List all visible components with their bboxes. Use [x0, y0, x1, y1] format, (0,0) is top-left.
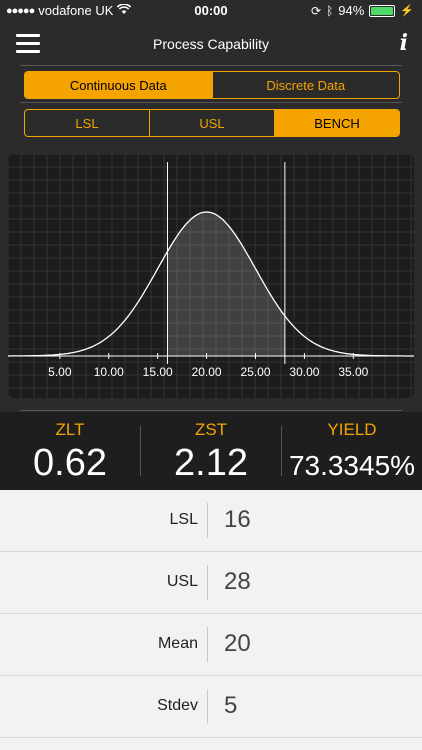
usl-input[interactable]: 28 — [224, 568, 251, 595]
battery-percent: 94% — [338, 3, 365, 18]
status-bar: ●●●●● vodafone UK 00:00 ⟳ ᛒ 94% ⚡ — [0, 0, 422, 22]
status-left: ●●●●● vodafone UK — [6, 3, 132, 18]
zst-label: ZST — [194, 420, 228, 439]
input-form: LSL 16 USL 28 Mean 20 Stdev 5 — [0, 490, 422, 750]
zst-value: 2.12 — [174, 442, 248, 484]
zlt-label: ZLT — [55, 420, 85, 439]
x-tick-label: 5.00 — [48, 365, 72, 379]
lsl-row: LSL 16 — [0, 490, 422, 552]
tab-continuous-data[interactable]: Continuous Data — [25, 72, 213, 98]
field-separator — [207, 565, 208, 600]
chart-divider — [20, 410, 402, 411]
zst-stat: ZST 2.12 — [141, 420, 281, 485]
stat-separator — [281, 426, 282, 476]
lsl-field-label: LSL — [169, 511, 198, 528]
tab-bench[interactable]: BENCH — [275, 110, 399, 136]
data-type-segmented-control: Continuous Data Discrete Data — [24, 71, 400, 99]
tab-lsl[interactable]: LSL — [25, 110, 150, 136]
tab-discrete-data[interactable]: Discrete Data — [266, 77, 346, 93]
tab-usl[interactable]: USL — [150, 110, 275, 136]
section-divider — [20, 102, 402, 103]
yield-label: YIELD — [327, 420, 377, 439]
x-tick-label: 10.00 — [94, 365, 124, 379]
x-tick-label: 30.00 — [289, 365, 319, 379]
nav-divider — [20, 65, 402, 66]
yield-area — [167, 212, 285, 356]
field-separator — [207, 627, 208, 662]
page-title: Process Capability — [153, 36, 269, 52]
charging-icon: ⚡ — [400, 5, 414, 17]
battery-icon — [369, 4, 396, 17]
x-tick-label: 20.00 — [192, 365, 222, 379]
wifi-icon — [117, 3, 132, 18]
clock: 00:00 — [194, 3, 228, 18]
distribution-curve — [8, 211, 414, 357]
field-separator — [207, 689, 208, 724]
mean-field-label: Mean — [157, 635, 198, 652]
yield-stat: YIELD 73.3345% — [282, 420, 422, 482]
info-icon[interactable]: i — [399, 30, 408, 56]
stdev-row: Stdev 5 — [0, 676, 422, 738]
nav-bar: Process Capability i — [0, 22, 422, 66]
usl-row: USL 28 — [0, 552, 422, 614]
rotation-lock-icon: ⟳ — [311, 3, 322, 18]
status-right: ⟳ ᛒ 94% ⚡ — [311, 3, 414, 18]
limit-segmented-control: LSL USL BENCH — [24, 109, 400, 137]
x-tick-label: 35.00 — [338, 365, 368, 379]
stat-separator — [140, 426, 141, 476]
signal-icon: ●●●●● — [6, 4, 35, 17]
lsl-input[interactable]: 16 — [224, 506, 251, 533]
yield-value: 73.3345% — [288, 450, 416, 481]
x-tick-label: 15.00 — [143, 365, 173, 379]
distribution-chart: 5.00 10.00 15.00 20.00 25.00 30.00 35.00 — [8, 154, 414, 398]
zlt-value: 0.62 — [33, 442, 107, 484]
zlt-stat: ZLT 0.62 — [0, 420, 140, 485]
carrier-label: vodafone UK — [38, 3, 114, 18]
x-tick-label: 25.00 — [240, 365, 270, 379]
mean-row: Mean 20 — [0, 614, 422, 676]
hamburger-menu-icon[interactable] — [16, 34, 40, 53]
stats-panel: ZLT 0.62 ZST 2.12 YIELD 73.3345% — [0, 412, 422, 490]
mean-input[interactable]: 20 — [224, 630, 251, 657]
bluetooth-icon: ᛒ — [326, 3, 334, 18]
usl-field-label: USL — [166, 573, 198, 590]
field-separator — [207, 503, 208, 538]
chart-svg: 5.00 10.00 15.00 20.00 25.00 30.00 35.00 — [8, 154, 414, 398]
stdev-field-label: Stdev — [157, 697, 198, 714]
stdev-input[interactable]: 5 — [224, 692, 238, 719]
